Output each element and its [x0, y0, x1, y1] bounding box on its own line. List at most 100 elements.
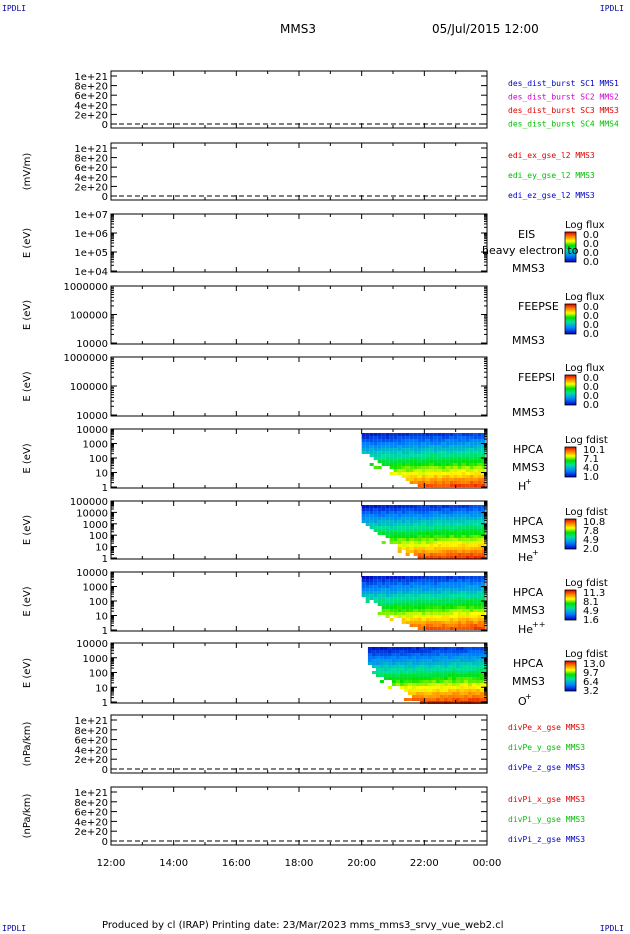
spectrogram-cell — [453, 478, 458, 481]
spectrogram-cell — [389, 466, 394, 469]
spectrogram-cell — [433, 588, 438, 591]
spectrogram-cell — [455, 650, 460, 653]
spectrogram-cell — [395, 671, 400, 674]
spectrogram-cell — [445, 451, 450, 454]
spectrogram-cell — [473, 538, 478, 541]
spectrogram-cell — [461, 550, 466, 553]
spectrogram-cell — [403, 671, 408, 674]
panel-9 — [110, 642, 577, 704]
spectrogram-cell — [407, 692, 412, 695]
spectrogram-cell — [453, 541, 458, 544]
spectrogram-cell — [405, 591, 410, 594]
spectrogram-cell — [447, 698, 452, 701]
spectrogram-cell — [435, 662, 440, 665]
spectrogram-cell — [467, 683, 472, 686]
spectrogram-cell — [475, 692, 480, 695]
spectrogram-cell — [469, 621, 474, 624]
spectrogram-cell — [473, 609, 478, 612]
spectrogram-cell — [437, 529, 442, 532]
spectrogram-cell — [399, 674, 404, 677]
spectrogram-cell — [465, 433, 470, 436]
spectrogram-cell — [445, 481, 450, 484]
spectrogram-cell — [429, 523, 434, 526]
spectrogram-cell — [453, 535, 458, 538]
spectrogram-cell — [421, 600, 426, 603]
spectrogram-cell — [421, 439, 426, 442]
spectrogram-cell — [387, 656, 392, 659]
colorbar-tick-label: 6.4 — [583, 677, 599, 688]
spectrogram-cell — [361, 511, 366, 514]
spectrogram-cell — [427, 653, 432, 656]
spectrogram-cell — [409, 517, 414, 520]
y-tick-label: 1e+21 — [74, 716, 108, 727]
spectrogram-cell — [457, 579, 462, 582]
spectrogram-cell — [423, 686, 428, 689]
spectrogram-cell — [361, 442, 366, 445]
spectrogram-cell — [479, 695, 484, 698]
spectrogram-cell — [465, 523, 470, 526]
spectrogram-cell — [451, 656, 456, 659]
spectrogram-cell — [389, 597, 394, 600]
spectrogram-cell — [397, 597, 402, 600]
spectrogram-cell — [465, 511, 470, 514]
y-tick-label: 1e+21 — [74, 788, 108, 799]
spectrogram-cell — [473, 472, 478, 475]
spectrogram-cell — [477, 594, 482, 597]
spectrogram-cell — [445, 478, 450, 481]
spectrogram-cell — [385, 511, 390, 514]
spectrogram-cell — [461, 556, 466, 559]
y-tick-label: 4e+20 — [74, 817, 108, 828]
spectrogram-cell — [373, 511, 378, 514]
spectrogram-cell — [435, 653, 440, 656]
spectrogram-cell — [417, 576, 422, 579]
spectrogram-cell — [403, 647, 408, 650]
spectrogram-cell — [477, 457, 482, 460]
spectrogram-cell — [423, 689, 428, 692]
spectrogram-cell — [369, 442, 374, 445]
spectrogram-cell — [437, 457, 442, 460]
y-tick-label: 10000 — [76, 339, 108, 350]
spectrogram-cell — [439, 659, 444, 662]
spectrogram-cell — [469, 460, 474, 463]
spectrogram-cell — [369, 505, 374, 508]
spectrogram-cell — [471, 665, 476, 668]
spectrogram-cell — [385, 582, 390, 585]
spectrogram-cell — [413, 618, 418, 621]
spectrogram-cell — [463, 674, 468, 677]
spectrogram-cell — [477, 508, 482, 511]
spectrogram-cell — [377, 523, 382, 526]
spectrogram-cell — [409, 547, 414, 550]
spectrogram-cell — [421, 538, 426, 541]
spectrogram-cell — [463, 668, 468, 671]
spectrogram-cell — [367, 662, 372, 665]
spectrogram-cell — [419, 674, 424, 677]
spectrogram-cell — [413, 433, 418, 436]
spectrogram-cell — [421, 606, 426, 609]
spectrogram-cell — [445, 627, 450, 630]
spectrogram-cell — [409, 544, 414, 547]
spectrogram-cell — [451, 650, 456, 653]
spectrogram-cell — [409, 582, 414, 585]
spectrogram-cell — [461, 457, 466, 460]
spectrogram-cell — [417, 478, 422, 481]
spectrogram-cell — [483, 668, 488, 671]
spectrogram-cell — [429, 478, 434, 481]
spectrogram-cell — [469, 529, 474, 532]
spectrogram-cell — [451, 668, 456, 671]
spectrogram-cell — [417, 594, 422, 597]
spectrogram-cell — [447, 689, 452, 692]
spectrogram-cell — [373, 520, 378, 523]
spectrogram-cell — [437, 606, 442, 609]
spectrogram-cell — [407, 668, 412, 671]
spectrogram-cell — [401, 547, 406, 550]
spectrogram-cell — [417, 466, 422, 469]
spectrogram-cell — [361, 451, 366, 454]
spectrogram-cell — [385, 588, 390, 591]
spectrogram-cell — [399, 671, 404, 674]
spectrogram-cell — [413, 526, 418, 529]
spectrogram-cell — [433, 463, 438, 466]
spectrogram-cell — [467, 647, 472, 650]
spectrogram-cell — [445, 585, 450, 588]
spectrogram-cell — [435, 683, 440, 686]
spectrogram-cell — [455, 686, 460, 689]
